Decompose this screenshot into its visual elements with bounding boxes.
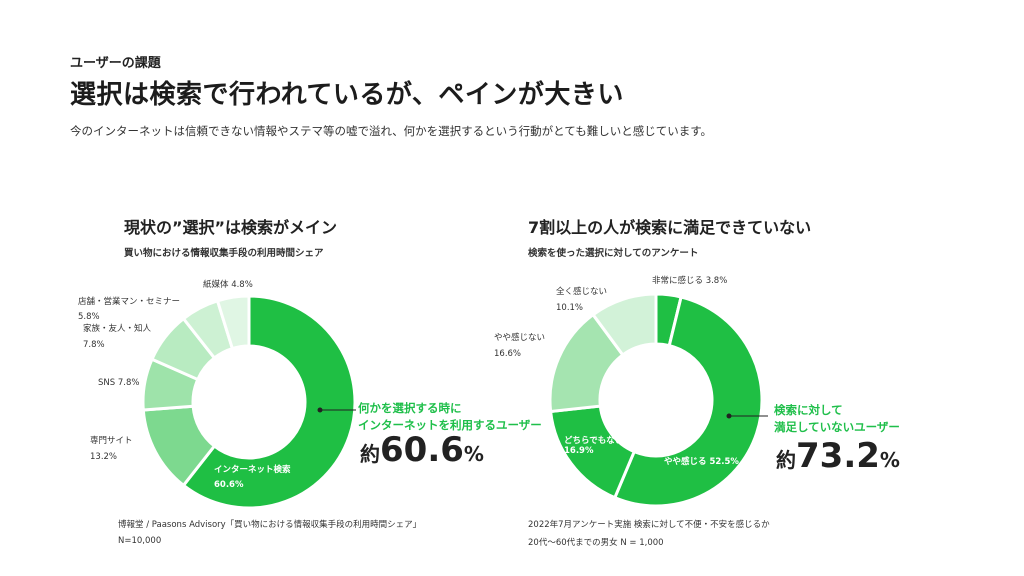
right-big-unit: % [879, 448, 900, 472]
label-hijou: 非常に感じる 3.8% [652, 276, 728, 286]
left-big-value: 60.6 [380, 430, 464, 470]
right-note-line2: 20代〜60代までの男女 N = 1,000 [528, 538, 664, 548]
right-donut-slice-4 [591, 292, 658, 358]
left-chart-subtitle: 買い物における情報収集手段の利用時間シェア [124, 248, 324, 259]
left-source-line2: N=10,000 [118, 536, 162, 546]
right-big-value: 73.2 [796, 436, 880, 476]
section-eyebrow: ユーザーの課題 [70, 56, 161, 71]
label-internet-name: インターネット検索 [214, 465, 291, 475]
label-mattaku-value: 10.1% [556, 303, 584, 313]
right-big-stat: 約73.2% [776, 436, 900, 476]
lead-text: 今のインターネットは信頼できない情報やステマ等の嘘で溢れ、何かを選択するという行… [70, 124, 713, 138]
label-yaya-kanjinai-value: 16.6% [494, 349, 522, 359]
label-senmon-name: 専門サイト [90, 436, 133, 446]
left-callout-line2: インターネットを利用するユーザー [358, 418, 542, 432]
left-donut-chart [141, 294, 357, 510]
right-chart-title: 7割以上の人が検索に満足できていない [528, 218, 812, 237]
right-callout-line1: 検索に対して [774, 403, 843, 417]
right-donut-slice-1 [612, 295, 764, 508]
left-source-line1: 博報堂 / Paasons Advisory「買い物における情報収集手段の利用時… [118, 520, 422, 530]
page-title: 選択は検索で行われているが、ペインが大きい [70, 80, 624, 110]
left-callout: 何かを選択する時に インターネットを利用するユーザー [358, 400, 542, 434]
label-sns: SNS 7.8% [98, 378, 140, 388]
left-donut-slice-5 [215, 294, 251, 351]
right-leader-dot [726, 413, 732, 419]
label-kami: 紙媒体 4.8% [203, 280, 253, 290]
left-callout-line1: 何かを選択する時に [358, 401, 462, 415]
left-leader-dot [317, 407, 323, 413]
label-senmon-value: 13.2% [90, 452, 118, 462]
right-callout: 検索に対して 満足していないユーザー [774, 402, 900, 436]
label-tenpo-value: 5.8% [78, 312, 100, 322]
left-donut-slice-0 [181, 294, 357, 510]
left-big-stat: 約60.6% [360, 430, 484, 470]
label-yaya-kanjiru: やや感じる 52.5% [664, 457, 739, 467]
right-note-line1: 2022年7月アンケート実施 検索に対して不便・不安を感じるか [528, 520, 770, 530]
label-kazoku-name: 家族・友人・知人 [83, 324, 152, 334]
right-big-prefix: 約 [776, 448, 796, 472]
right-donut-chart [548, 292, 764, 508]
left-big-prefix: 約 [360, 442, 380, 466]
label-mattaku-name: 全く感じない [556, 287, 608, 297]
label-internet-value: 60.6% [214, 480, 244, 490]
right-chart-subtitle: 検索を使った選択に対してのアンケート [528, 248, 699, 259]
label-yaya-kanjinai-name: やや感じない [494, 333, 546, 343]
label-kazoku-value: 7.8% [83, 340, 105, 350]
label-dochira-value: 16.9% [564, 446, 594, 456]
left-big-unit: % [463, 442, 484, 466]
left-chart-title: 現状の”選択”は検索がメイン [124, 218, 338, 237]
label-dochira-name: どちらでもない [564, 436, 624, 446]
label-tenpo-name: 店舗・営業マン・セミナー [78, 297, 181, 307]
right-callout-line2: 満足していないユーザー [774, 420, 900, 434]
